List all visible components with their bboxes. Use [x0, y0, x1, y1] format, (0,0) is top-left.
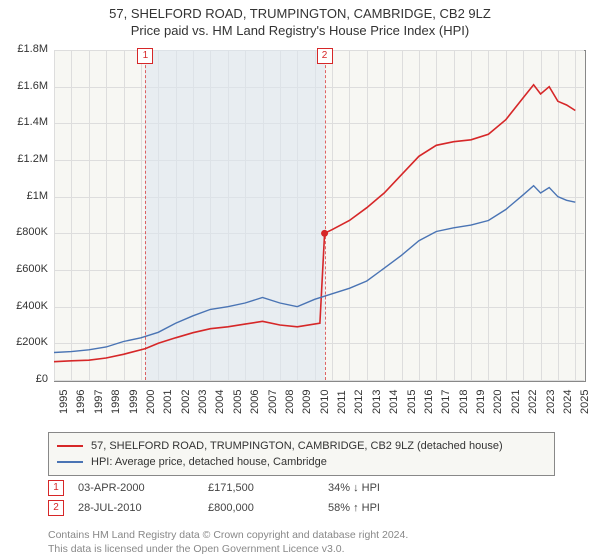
y-axis-tick-label: £1.2M [6, 153, 48, 165]
x-axis-tick-label: 2003 [197, 390, 209, 414]
x-axis-tick-label: 1999 [128, 390, 140, 414]
chart-container: 57, SHELFORD ROAD, TRUMPINGTON, CAMBRIDG… [0, 0, 600, 560]
y-axis-tick-label: £400K [6, 300, 48, 312]
sale-date: 28-JUL-2010 [78, 502, 208, 514]
sale-row: 1 03-APR-2000£171,50034% ↓ HPI [48, 480, 568, 496]
legend-item: 57, SHELFORD ROAD, TRUMPINGTON, CAMBRIDG… [57, 438, 546, 454]
x-axis-tick-label: 2023 [545, 390, 557, 414]
x-axis-tick-label: 1996 [75, 390, 87, 414]
sale-row-marker: 2 [48, 500, 64, 516]
x-axis-tick-label: 2009 [301, 390, 313, 414]
x-axis-tick-label: 2018 [458, 390, 470, 414]
sale-price: £800,000 [208, 502, 328, 514]
marker-guideline [145, 50, 147, 380]
legend-item: HPI: Average price, detached house, Camb… [57, 454, 546, 470]
y-axis-tick-label: £1.8M [6, 43, 48, 55]
y-axis-tick-label: £1.4M [6, 116, 48, 128]
legend: 57, SHELFORD ROAD, TRUMPINGTON, CAMBRIDG… [48, 432, 555, 476]
marker-box: 1 [137, 48, 153, 64]
y-axis-tick-label: £1.6M [6, 80, 48, 92]
chart-title-line2: Price paid vs. HM Land Registry's House … [0, 21, 600, 38]
footer-line2: This data is licensed under the Open Gov… [48, 542, 408, 556]
x-axis-tick-label: 2001 [162, 390, 174, 414]
x-axis-tick-label: 2021 [510, 390, 522, 414]
marker-box: 2 [317, 48, 333, 64]
sale-row: 2 28-JUL-2010£800,00058% ↑ HPI [48, 500, 568, 516]
x-axis-tick-label: 1995 [58, 390, 70, 414]
x-axis-tick-label: 2015 [406, 390, 418, 414]
x-axis-tick-label: 2006 [249, 390, 261, 414]
y-axis-tick-label: £0 [6, 373, 48, 385]
y-axis-tick-label: £800K [6, 226, 48, 238]
x-axis-tick-label: 2011 [336, 390, 348, 414]
x-axis-tick-label: 2007 [267, 390, 279, 414]
x-axis-tick-label: 2004 [214, 390, 226, 414]
x-axis-tick-label: 2025 [579, 390, 591, 414]
x-axis-tick-label: 2024 [562, 390, 574, 414]
y-axis-tick-label: £600K [6, 263, 48, 275]
footer-line1: Contains HM Land Registry data © Crown c… [48, 528, 408, 542]
x-axis-tick-label: 2002 [180, 390, 192, 414]
legend-swatch [57, 445, 83, 447]
x-axis-tick-label: 2022 [527, 390, 539, 414]
x-axis-tick-label: 2016 [423, 390, 435, 414]
x-axis-tick-label: 2017 [440, 390, 452, 414]
sale-price: £171,500 [208, 482, 328, 494]
x-axis-tick-label: 1997 [93, 390, 105, 414]
x-axis-tick-label: 2012 [353, 390, 365, 414]
x-axis-tick-label: 2010 [319, 390, 331, 414]
marker-guideline [325, 50, 327, 380]
x-axis-tick-label: 2014 [388, 390, 400, 414]
sale-delta: 34% ↓ HPI [328, 482, 380, 494]
x-axis-tick-label: 2008 [284, 390, 296, 414]
x-axis-tick-label: 2019 [475, 390, 487, 414]
x-axis-tick-label: 2005 [232, 390, 244, 414]
legend-label: HPI: Average price, detached house, Camb… [91, 456, 327, 468]
legend-swatch [57, 461, 83, 463]
x-axis-tick-label: 2000 [145, 390, 157, 414]
sale-date: 03-APR-2000 [78, 482, 208, 494]
x-axis-tick-label: 2020 [492, 390, 504, 414]
series-property [54, 85, 575, 362]
sale-delta: 58% ↑ HPI [328, 502, 380, 514]
series-hpi [54, 186, 575, 353]
chart-area: 1 2 £0 £200K £400K £600K £800K £1M £1.2M £1.4M £1… [6, 44, 594, 422]
y-axis-tick-label: £1M [6, 190, 48, 202]
line-layer [6, 44, 586, 382]
legend-label: 57, SHELFORD ROAD, TRUMPINGTON, CAMBRIDG… [91, 440, 503, 452]
chart-title-line1: 57, SHELFORD ROAD, TRUMPINGTON, CAMBRIDG… [0, 0, 600, 21]
sale-row-marker: 1 [48, 480, 64, 496]
footer-attribution: Contains HM Land Registry data © Crown c… [48, 528, 408, 556]
x-axis-tick-label: 1998 [110, 390, 122, 414]
x-axis-tick-label: 2013 [371, 390, 383, 414]
y-axis-tick-label: £200K [6, 336, 48, 348]
